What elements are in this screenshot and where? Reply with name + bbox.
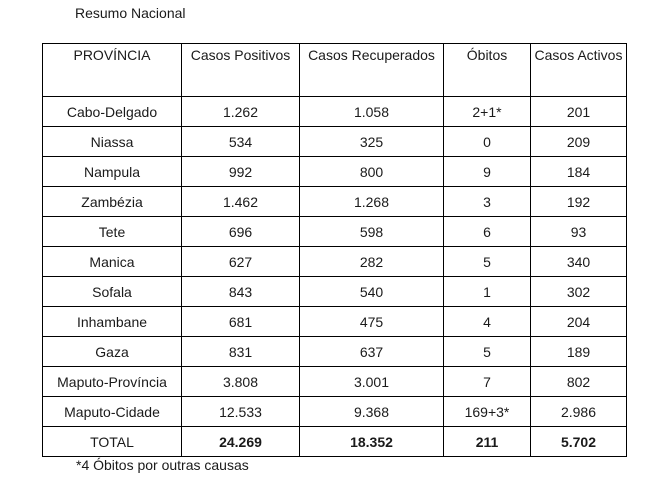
cell-casos-activos: 93 — [530, 216, 627, 247]
cell-casos-recuperados: 325 — [299, 126, 444, 157]
cell-casos-activos: 302 — [530, 276, 627, 307]
cell-casos-recuperados: 1.268 — [299, 186, 444, 217]
cell-casos-activos: 209 — [530, 126, 627, 157]
cell-casos-positivos: 1.262 — [181, 96, 300, 127]
cell-obitos: 4 — [443, 306, 531, 337]
cell-casos-activos: 802 — [530, 366, 627, 397]
cell-provincia: Inhambane — [42, 306, 182, 337]
table-row: Tete 696 598 6 93 — [42, 216, 627, 247]
cell-obitos: 2+1* — [443, 96, 531, 127]
table-row: Maputo-Província 3.808 3.001 7 802 — [42, 366, 627, 397]
table-row: Zambézia 1.462 1.268 3 192 — [42, 186, 627, 217]
cell-casos-positivos: 681 — [181, 306, 300, 337]
cell-casos-recuperados: 282 — [299, 246, 444, 277]
cell-obitos: 9 — [443, 156, 531, 187]
cell-casos-recuperados: 9.368 — [299, 396, 444, 427]
header-obitos: Óbitos — [443, 43, 531, 97]
header-casos-activos: Casos Activos — [530, 43, 627, 97]
cell-casos-positivos: 992 — [181, 156, 300, 187]
cell-casos-activos: 184 — [530, 156, 627, 187]
footnote: *4 Óbitos por outras causas — [76, 457, 249, 473]
header-row: PROVÍNCIA Casos Positivos Casos Recupera… — [42, 43, 627, 97]
cell-casos-positivos: 627 — [181, 246, 300, 277]
cell-provincia: Nampula — [42, 156, 182, 187]
cell-provincia: Manica — [42, 246, 182, 277]
cell-casos-activos: 204 — [530, 306, 627, 337]
table-row: Cabo-Delgado 1.262 1.058 2+1* 201 — [42, 96, 627, 127]
cell-casos-positivos: 831 — [181, 336, 300, 367]
header-casos-positivos: Casos Positivos — [181, 43, 300, 97]
table-row: Nampula 992 800 9 184 — [42, 156, 627, 187]
cell-obitos: 5 — [443, 246, 531, 277]
cell-casos-activos: 2.986 — [530, 396, 627, 427]
cell-casos-activos: 201 — [530, 96, 627, 127]
total-obitos: 211 — [443, 426, 531, 457]
cell-casos-positivos: 696 — [181, 216, 300, 247]
cell-casos-recuperados: 540 — [299, 276, 444, 307]
cell-obitos: 7 — [443, 366, 531, 397]
cell-casos-activos: 192 — [530, 186, 627, 217]
cell-casos-positivos: 534 — [181, 126, 300, 157]
cell-casos-recuperados: 3.001 — [299, 366, 444, 397]
cell-provincia: Sofala — [42, 276, 182, 307]
cell-casos-recuperados: 800 — [299, 156, 444, 187]
cell-casos-positivos: 1.462 — [181, 186, 300, 217]
table-row: Gaza 831 637 5 189 — [42, 336, 627, 367]
table-row: Inhambane 681 475 4 204 — [42, 306, 627, 337]
cell-obitos: 0 — [443, 126, 531, 157]
cell-casos-recuperados: 1.058 — [299, 96, 444, 127]
cell-provincia: Zambézia — [42, 186, 182, 217]
cell-obitos: 1 — [443, 276, 531, 307]
header-casos-recuperados: Casos Recuperados — [299, 43, 444, 97]
table-caption: Resumo Nacional — [75, 5, 186, 21]
cell-casos-recuperados: 475 — [299, 306, 444, 337]
cell-provincia: Niassa — [42, 126, 182, 157]
cell-provincia: Tete — [42, 216, 182, 247]
total-casos-activos: 5.702 — [530, 426, 627, 457]
total-label: TOTAL — [42, 426, 182, 457]
cell-obitos: 169+3* — [443, 396, 531, 427]
cell-obitos: 6 — [443, 216, 531, 247]
cell-casos-positivos: 843 — [181, 276, 300, 307]
cell-provincia: Gaza — [42, 336, 182, 367]
cell-provincia: Cabo-Delgado — [42, 96, 182, 127]
cell-casos-positivos: 12.533 — [181, 396, 300, 427]
total-row: TOTAL 24.269 18.352 211 5.702 — [42, 426, 627, 457]
table-row: Maputo-Cidade 12.533 9.368 169+3* 2.986 — [42, 396, 627, 427]
table-row: Manica 627 282 5 340 — [42, 246, 627, 277]
provinces-table: PROVÍNCIA Casos Positivos Casos Recupera… — [42, 43, 627, 457]
header-provincia: PROVÍNCIA — [42, 43, 182, 97]
table-row: Niassa 534 325 0 209 — [42, 126, 627, 157]
cell-obitos: 3 — [443, 186, 531, 217]
cell-obitos: 5 — [443, 336, 531, 367]
total-casos-positivos: 24.269 — [181, 426, 300, 457]
cell-casos-recuperados: 598 — [299, 216, 444, 247]
cell-casos-positivos: 3.808 — [181, 366, 300, 397]
cell-casos-activos: 340 — [530, 246, 627, 277]
table-row: Sofala 843 540 1 302 — [42, 276, 627, 307]
cell-casos-activos: 189 — [530, 336, 627, 367]
cell-casos-recuperados: 637 — [299, 336, 444, 367]
cell-provincia: Maputo-Província — [42, 366, 182, 397]
total-casos-recuperados: 18.352 — [299, 426, 444, 457]
cell-provincia: Maputo-Cidade — [42, 396, 182, 427]
